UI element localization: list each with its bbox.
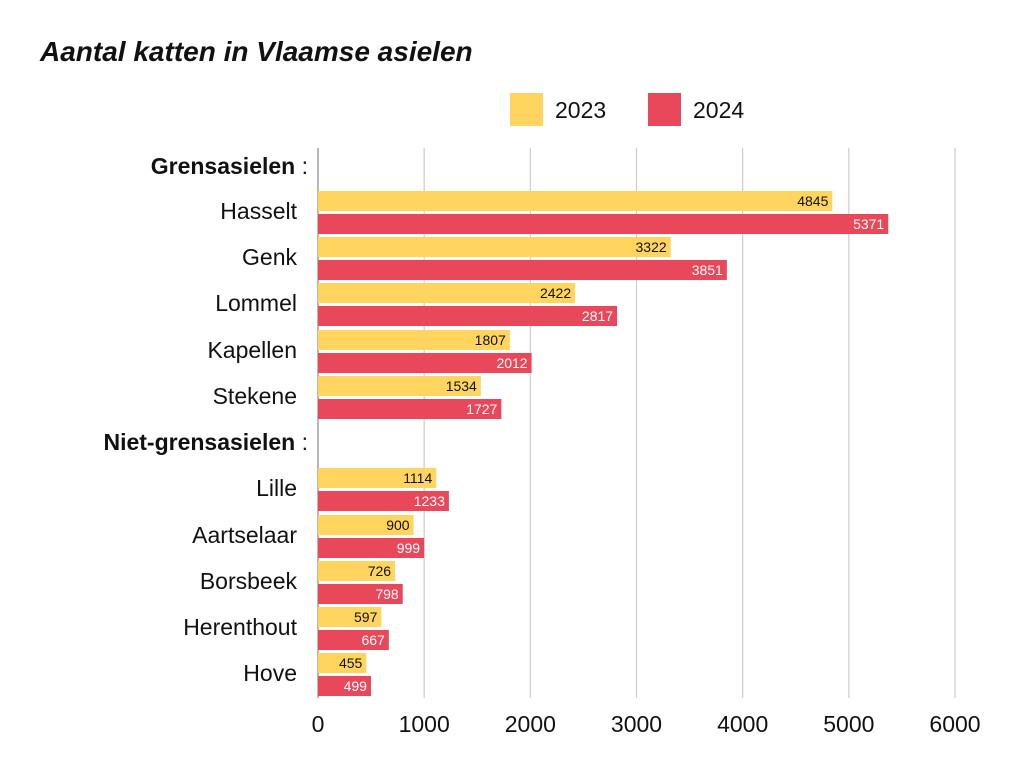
bars xyxy=(318,191,889,696)
bar-2024-genk xyxy=(318,260,727,280)
chart-title: Aantal katten in Vlaamse asielen xyxy=(40,36,473,67)
group-labels: Grensasielen : Niet-grensasielen : xyxy=(103,153,308,455)
value-label-2024-genk: 3851 xyxy=(692,262,723,278)
bar-2023-lommel xyxy=(318,283,576,303)
value-label-2023-stekene: 1534 xyxy=(446,378,477,394)
category-label-herenthout: Herenthout xyxy=(183,614,297,640)
x-tick-label-1000: 1000 xyxy=(399,711,450,737)
value-label-2024-lille: 1233 xyxy=(414,493,445,509)
category-label-kapellen: Kapellen xyxy=(207,337,297,363)
bar-2023-aartselaar xyxy=(318,515,414,535)
bar-2023-herenthout xyxy=(318,607,382,627)
bar-2024-hove xyxy=(318,676,371,696)
x-tick-label-5000: 5000 xyxy=(823,711,874,737)
x-tick-label-0: 0 xyxy=(312,711,325,737)
category-label-genk: Genk xyxy=(242,244,297,270)
legend-swatch-2023 xyxy=(510,93,543,126)
bar-2023-genk xyxy=(318,237,671,257)
value-label-2024-stekene: 1727 xyxy=(466,401,497,417)
value-label-2024-hasselt: 5371 xyxy=(853,216,884,232)
bar-2023-stekene xyxy=(318,376,481,396)
x-tick-label-3000: 3000 xyxy=(611,711,662,737)
value-label-2023-borsbeek: 726 xyxy=(368,563,392,579)
bar-2023-kapellen xyxy=(318,330,510,350)
value-label-2023-lille: 1114 xyxy=(403,470,432,486)
legend-label-2024: 2024 xyxy=(693,97,744,123)
legend: 2023 2024 xyxy=(510,93,744,126)
category-label-borsbeek: Borsbeek xyxy=(200,568,298,594)
bar-2024-hasselt xyxy=(318,214,889,234)
bar-2024-kapellen xyxy=(318,353,532,373)
bar-2024-herenthout xyxy=(318,630,389,650)
value-label-2023-hasselt: 4845 xyxy=(797,193,828,209)
legend-swatch-2024 xyxy=(648,93,681,126)
bar-2024-lille xyxy=(318,491,449,511)
category-label-aartselaar: Aartselaar xyxy=(192,522,297,548)
category-label-lille: Lille xyxy=(256,475,297,501)
value-label-2023-genk: 3322 xyxy=(636,239,667,255)
x-tick-label-6000: 6000 xyxy=(929,711,980,737)
legend-label-2023: 2023 xyxy=(555,97,606,123)
value-label-2023-kapellen: 1807 xyxy=(475,332,506,348)
x-tick-label-4000: 4000 xyxy=(717,711,768,737)
bar-2023-hasselt xyxy=(318,191,833,211)
category-label-lommel: Lommel xyxy=(215,290,297,316)
category-label-hasselt: Hasselt xyxy=(220,198,297,224)
value-label-2024-herenthout: 667 xyxy=(361,632,385,648)
x-tick-label-2000: 2000 xyxy=(505,711,556,737)
bar-2024-aartselaar xyxy=(318,538,425,558)
value-label-2023-aartselaar: 900 xyxy=(386,517,410,533)
value-label-2024-aartselaar: 999 xyxy=(397,540,421,556)
bar-2023-borsbeek xyxy=(318,561,396,581)
group-label-niet-grensasielen: Niet-grensasielen : xyxy=(103,429,308,455)
value-label-2023-hove: 455 xyxy=(339,655,363,671)
bar-2023-lille xyxy=(318,468,437,488)
bar-2024-stekene xyxy=(318,399,502,419)
value-label-2023-herenthout: 597 xyxy=(354,609,378,625)
value-label-2024-borsbeek: 798 xyxy=(375,586,399,602)
value-label-2023-lommel: 2422 xyxy=(540,285,571,301)
x-tick-labels: 0 1000 2000 3000 4000 5000 6000 xyxy=(312,711,981,737)
category-labels: Hasselt Genk Lommel Kapellen Stekene Lille Aar… xyxy=(183,198,297,686)
group-label-grensasielen: Grensasielen : xyxy=(151,153,308,179)
bar-2024-borsbeek xyxy=(318,584,403,604)
value-labels: 4845 5371 3322 3851 2422 2817 1807 2012 1534 1727… xyxy=(339,193,884,694)
category-label-hove: Hove xyxy=(243,660,297,686)
value-label-2024-kapellen: 2012 xyxy=(496,355,527,371)
category-label-stekene: Stekene xyxy=(213,383,297,409)
value-label-2024-hove: 499 xyxy=(344,678,368,694)
bar-2024-lommel xyxy=(318,306,618,326)
bar-2023-hove xyxy=(318,653,367,673)
value-label-2024-lommel: 2817 xyxy=(582,308,613,324)
